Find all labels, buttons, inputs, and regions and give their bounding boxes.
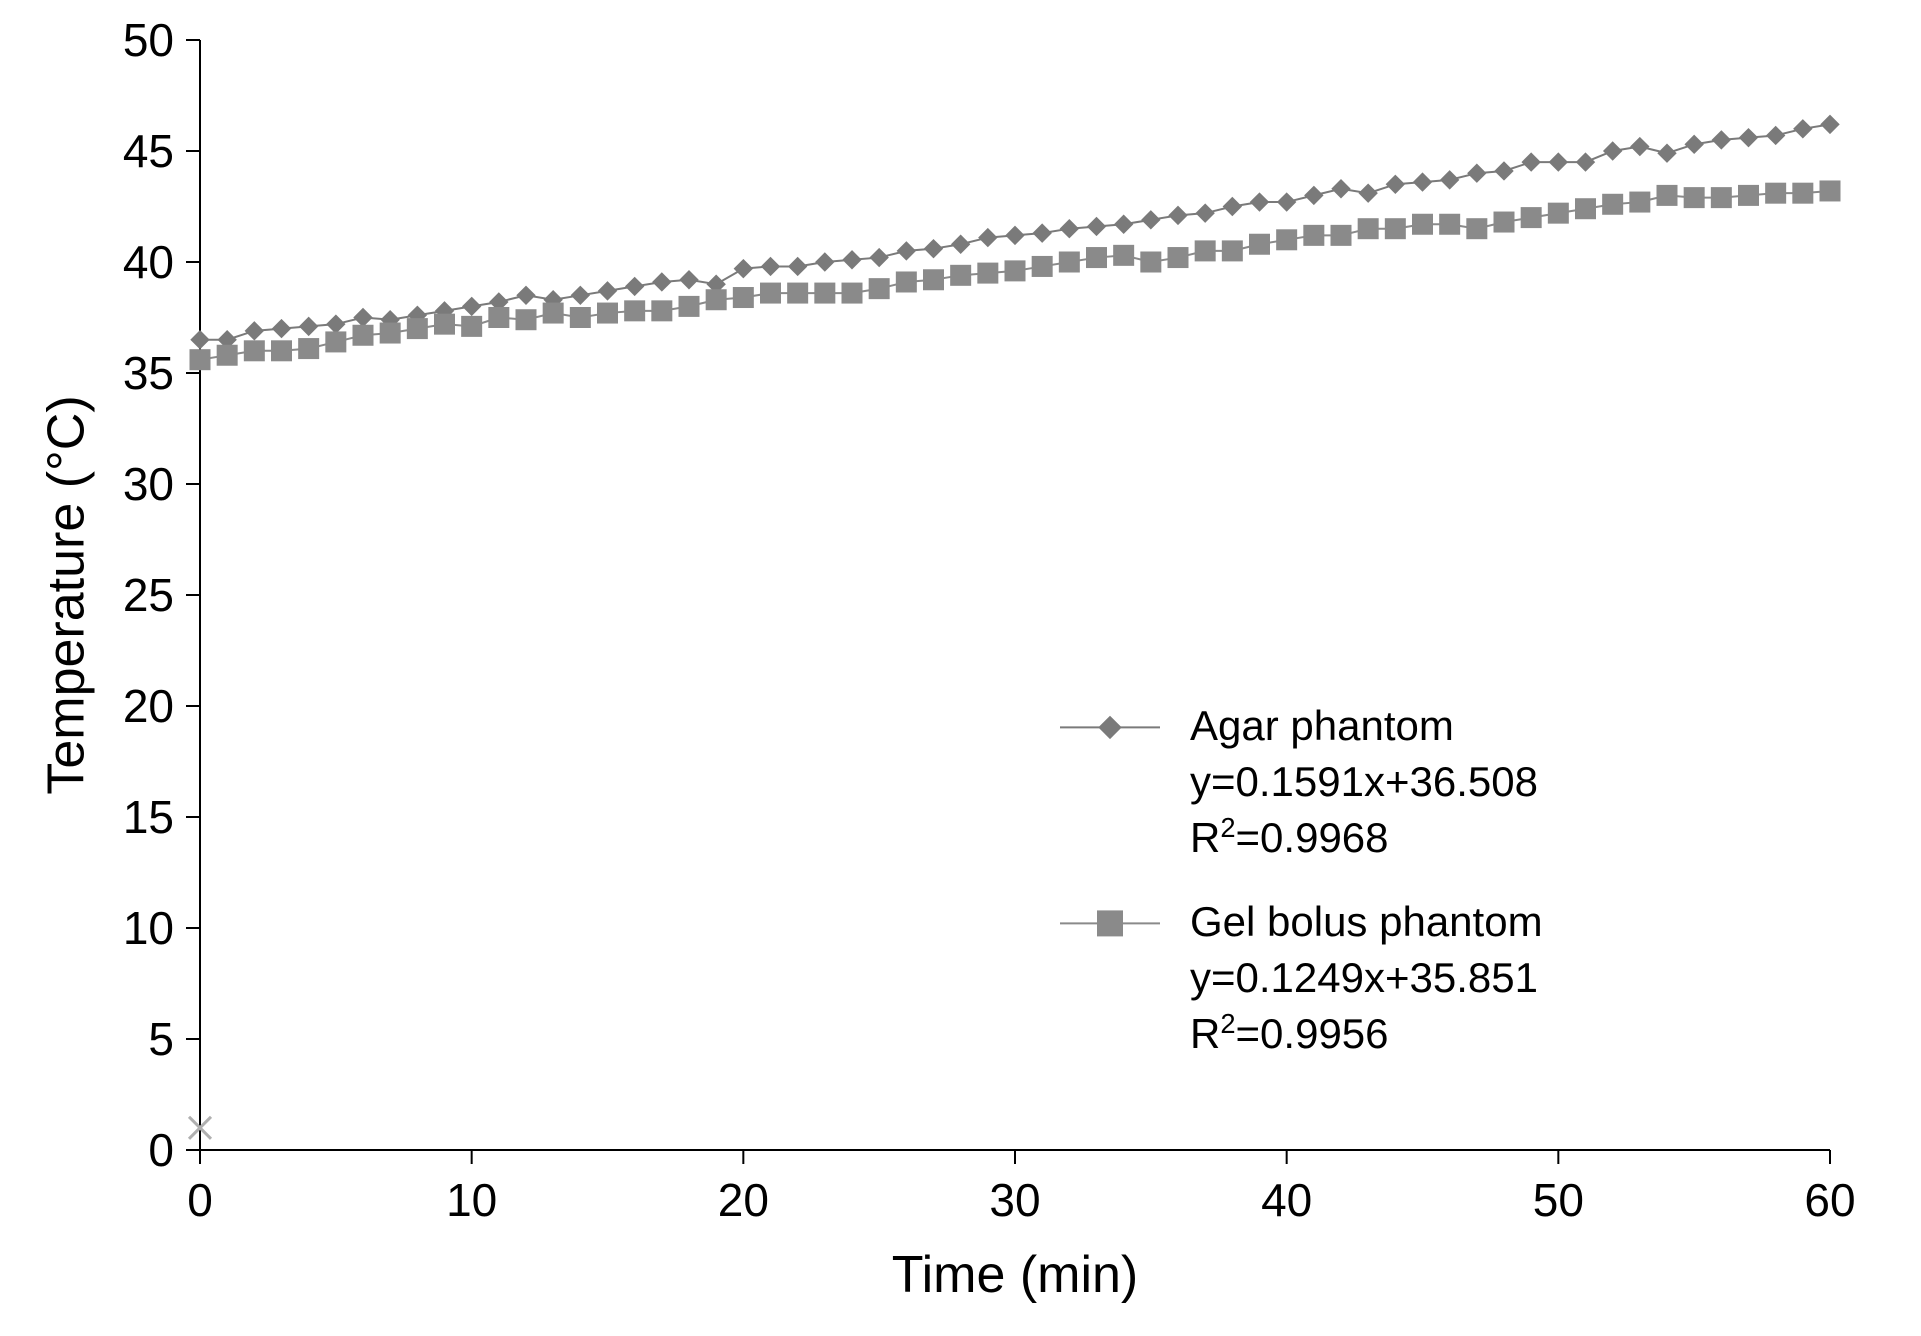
marker-gel (924, 270, 944, 290)
marker-gel (788, 283, 808, 303)
marker-gel (1304, 225, 1324, 245)
y-tick-label: 45 (123, 125, 174, 177)
y-tick-label: 5 (148, 1013, 174, 1065)
x-tick-label: 20 (718, 1174, 769, 1226)
legend-eq-agar: y=0.1591x+36.508 (1190, 758, 1538, 805)
marker-gel (1385, 219, 1405, 239)
x-axis-title: Time (min) (892, 1246, 1139, 1304)
marker-gel (1521, 208, 1541, 228)
y-tick-label: 25 (123, 569, 174, 621)
marker-gel (951, 265, 971, 285)
y-tick-label: 15 (123, 791, 174, 843)
marker-gel (353, 325, 373, 345)
marker-gel (1657, 185, 1677, 205)
marker-gel (679, 296, 699, 316)
marker-gel (1739, 185, 1759, 205)
marker-gel (570, 308, 590, 328)
x-tick-label: 10 (446, 1174, 497, 1226)
marker-gel (1793, 183, 1813, 203)
marker-gel (462, 316, 482, 336)
marker-gel (1005, 261, 1025, 281)
y-tick-label: 0 (148, 1124, 174, 1176)
marker-gel (543, 303, 563, 323)
y-tick-label: 40 (123, 236, 174, 288)
temperature-time-chart: 0 10 20 30 40 50 60 0 5 10 15 20 25 30 35 40 45 50 Time (m… (0, 0, 1921, 1336)
x-tick-label: 50 (1533, 1174, 1584, 1226)
chart-svg: 0 10 20 30 40 50 60 0 5 10 15 20 25 30 35 40 45 50 Time (m… (0, 0, 1921, 1336)
legend-name-gel: Gel bolus phantom (1190, 898, 1543, 945)
marker-gel (1413, 214, 1433, 234)
marker-gel (1820, 181, 1840, 201)
marker-gel (326, 332, 346, 352)
marker-gel (1630, 192, 1650, 212)
legend-name-agar: Agar phantom (1190, 702, 1454, 749)
marker-gel (489, 308, 509, 328)
marker-gel (1277, 230, 1297, 250)
marker-gel (1467, 219, 1487, 239)
marker-gel (1059, 252, 1079, 272)
marker-gel (978, 263, 998, 283)
marker-gel (1548, 203, 1568, 223)
marker-gel (190, 350, 210, 370)
marker-gel (1358, 219, 1378, 239)
legend-marker-gel (1097, 910, 1123, 936)
marker-gel (299, 339, 319, 359)
marker-gel (1603, 194, 1623, 214)
marker-gel (815, 283, 835, 303)
legend-r2-gel: R2=0.9956 (1190, 1008, 1389, 1058)
x-tick-label: 0 (187, 1174, 213, 1226)
marker-gel (272, 341, 292, 361)
marker-gel (1141, 252, 1161, 272)
marker-gel (1684, 188, 1704, 208)
marker-gel (1195, 241, 1215, 261)
marker-gel (217, 345, 237, 365)
y-tick-label: 50 (123, 14, 174, 66)
y-axis-title: Temperature (°C) (37, 395, 95, 794)
marker-gel (896, 272, 916, 292)
marker-gel (733, 288, 753, 308)
y-tick-label: 30 (123, 458, 174, 510)
marker-gel (1494, 212, 1514, 232)
legend-eq-gel: y=0.1249x+35.851 (1190, 954, 1538, 1001)
marker-gel (869, 279, 889, 299)
marker-gel (380, 323, 400, 343)
marker-gel (244, 341, 264, 361)
marker-gel (1331, 225, 1351, 245)
marker-gel (1711, 188, 1731, 208)
marker-gel (1087, 248, 1107, 268)
marker-gel (435, 314, 455, 334)
x-tick-label: 30 (989, 1174, 1040, 1226)
marker-gel (1576, 199, 1596, 219)
marker-gel (842, 283, 862, 303)
marker-gel (1222, 241, 1242, 261)
marker-gel (516, 310, 536, 330)
marker-gel (1168, 248, 1188, 268)
marker-gel (706, 290, 726, 310)
marker-gel (598, 303, 618, 323)
legend-r2-agar: R2=0.9968 (1190, 812, 1389, 862)
marker-gel (1032, 256, 1052, 276)
marker-gel (1250, 234, 1270, 254)
marker-gel (1766, 183, 1786, 203)
marker-gel (761, 283, 781, 303)
y-tick-label: 20 (123, 680, 174, 732)
y-tick-label: 35 (123, 347, 174, 399)
marker-gel (1114, 245, 1134, 265)
marker-gel (407, 319, 427, 339)
marker-gel (625, 301, 645, 321)
x-tick-label: 60 (1804, 1174, 1855, 1226)
y-tick-label: 10 (123, 902, 174, 954)
marker-gel (1440, 214, 1460, 234)
marker-gel (652, 301, 672, 321)
x-tick-label: 40 (1261, 1174, 1312, 1226)
